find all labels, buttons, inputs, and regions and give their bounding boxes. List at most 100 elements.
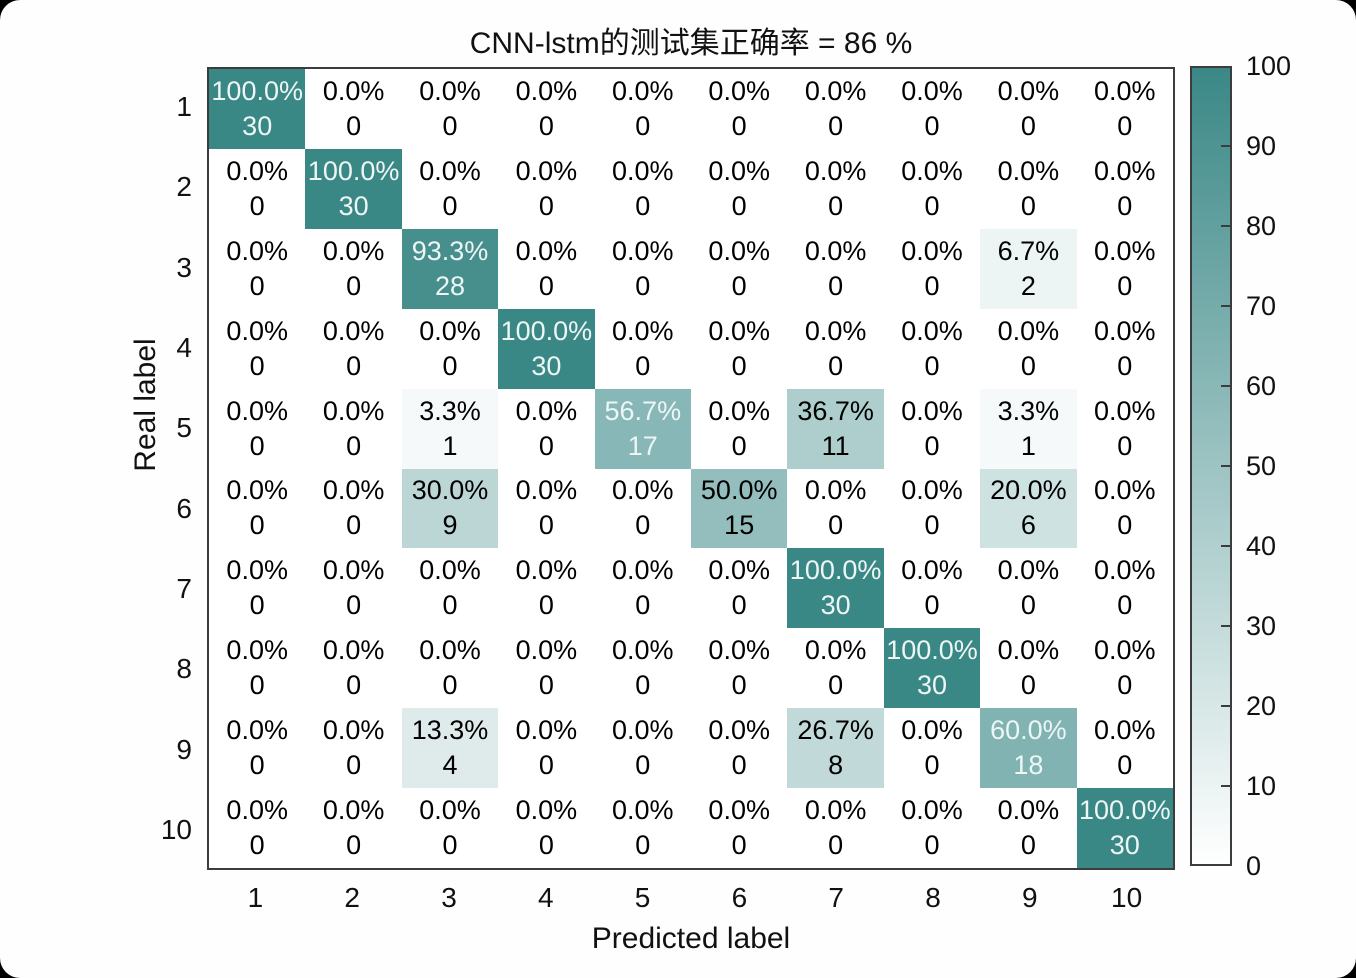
y-tick-label: 9: [176, 733, 192, 765]
matrix-cell: 0.0% 0: [787, 148, 884, 229]
cell-percent: 0.0%: [804, 155, 867, 186]
matrix-cell: 0.0% 0: [594, 308, 691, 389]
x-tick-label: 10: [1111, 882, 1143, 913]
cell-count: 0: [249, 830, 265, 861]
cell-count: 30: [820, 590, 851, 621]
cell-percent: 3.3%: [419, 395, 481, 426]
y-tick-label: 8: [176, 653, 192, 685]
cell-percent: 0.0%: [708, 235, 770, 266]
cell-percent: 0.0%: [515, 155, 578, 186]
matrix-cell: 0.0% 0: [498, 228, 595, 309]
cell-percent: 0.0%: [804, 235, 867, 266]
cell-count: 0: [828, 190, 844, 221]
matrix-cell: 0.0% 0: [1076, 388, 1173, 469]
matrix-cell: 0.0% 0: [401, 628, 499, 709]
matrix-cell: 0.0% 0: [594, 628, 691, 709]
cell-percent: 0.0%: [515, 555, 578, 586]
cell-percent: 100.0%: [500, 315, 593, 346]
matrix-cell: 0.0% 0: [883, 228, 981, 309]
matrix-cell: 0.0% 0: [401, 308, 499, 389]
matrix-cell: 0.0% 0: [1076, 308, 1173, 389]
matrix-cell: 0.0% 0: [305, 388, 402, 469]
cell-percent: 13.3%: [411, 715, 489, 746]
matrix-cell: 0.0% 0: [209, 308, 306, 389]
cell-count: 0: [442, 670, 458, 701]
cell-percent: 0.0%: [804, 75, 867, 106]
cell-count: 0: [635, 670, 651, 701]
matrix-cell: 0.0% 0: [305, 69, 402, 149]
cell-count: 0: [1020, 670, 1036, 701]
cell-count: 0: [924, 110, 940, 141]
x-tick-label: 5: [634, 882, 651, 913]
cell-count: 0: [1117, 430, 1133, 461]
cell-percent: 0.0%: [612, 235, 674, 266]
cell-count: 0: [731, 190, 747, 221]
cell-percent: 0.0%: [419, 555, 481, 586]
cell-count: 0: [249, 350, 265, 381]
confusion-matrix: 100.0% 30 0.0% 0 0.0% 0 0.0% 0 0.0% 0 0.0% 0 0.0% 0 0.…: [207, 67, 1175, 870]
cell-count: 0: [538, 110, 554, 141]
cell-percent: 0.0%: [322, 395, 385, 426]
colorbar-tick-label: 80: [1246, 211, 1277, 241]
colorbar-tick-label: 0: [1246, 851, 1262, 881]
colorbar-tick-label: 70: [1246, 291, 1277, 321]
cell-percent: 0.0%: [226, 795, 288, 826]
cell-percent: 0.0%: [226, 315, 288, 346]
cell-percent: 0.0%: [708, 635, 770, 666]
cell-count: 0: [731, 670, 747, 701]
cell-count: 0: [731, 110, 747, 141]
cell-percent: 0.0%: [901, 235, 963, 266]
cell-count: 0: [828, 830, 844, 861]
cell-percent: 20.0%: [990, 475, 1067, 506]
cell-percent: 0.0%: [226, 555, 288, 586]
matrix-cell: 0.0% 0: [594, 548, 691, 629]
matrix-cell: 0.0% 0: [980, 628, 1077, 709]
cell-percent: 0.0%: [226, 395, 288, 426]
cell-count: 0: [1117, 270, 1133, 301]
cell-percent: 0.0%: [901, 795, 963, 826]
cell-percent: 0.0%: [322, 795, 385, 826]
cell-count: 0: [249, 750, 265, 781]
colorbar-tick-mark: [1221, 305, 1231, 307]
cell-percent: 0.0%: [515, 795, 578, 826]
cell-count: 30: [1109, 830, 1140, 861]
matrix-cell: 0.0% 0: [498, 388, 595, 469]
cell-count: 0: [538, 830, 554, 861]
cell-count: 0: [1020, 110, 1036, 141]
cell-percent: 0.0%: [226, 635, 288, 666]
cell-percent: 0.0%: [997, 635, 1060, 666]
matrix-cell: 0.0% 0: [498, 548, 595, 629]
cell-count: 0: [731, 750, 747, 781]
colorbar-tick-label: 40: [1246, 531, 1277, 561]
cell-percent: 0.0%: [1094, 315, 1156, 346]
cell-count: 0: [731, 270, 747, 301]
matrix-cell: 0.0% 0: [498, 788, 595, 868]
x-tick-label: 7: [828, 882, 844, 913]
cell-count: 30: [531, 350, 562, 381]
matrix-cell: 60.0% 18: [980, 708, 1077, 789]
matrix-cell: 100.0% 30: [787, 548, 884, 629]
cell-count: 0: [538, 510, 554, 541]
x-tick-label: 8: [925, 882, 941, 913]
cell-percent: 0.0%: [1094, 635, 1156, 666]
cell-percent: 60.0%: [990, 715, 1067, 746]
cell-percent: 0.0%: [708, 715, 770, 746]
y-axis-ticks: 1 2 3 4 5 6 7 8 9 10: [120, 67, 192, 870]
cell-percent: 0.0%: [804, 475, 867, 506]
cell-percent: 0.0%: [322, 315, 385, 346]
cell-percent: 0.0%: [419, 155, 481, 186]
cell-percent: 0.0%: [997, 155, 1060, 186]
matrix-cell: 0.0% 0: [980, 69, 1077, 149]
cell-percent: 0.0%: [997, 555, 1060, 586]
colorbar-tick-mark: [1221, 385, 1231, 387]
cell-percent: 0.0%: [612, 555, 674, 586]
cell-count: 0: [346, 350, 362, 381]
matrix-cell: 0.0% 0: [980, 148, 1077, 229]
colorbar-tick-label: 90: [1246, 131, 1277, 161]
cell-percent: 0.0%: [226, 475, 288, 506]
cell-percent: 100.0%: [886, 635, 978, 666]
cell-percent: 0.0%: [708, 795, 770, 826]
matrix-cell: 20.0% 6: [980, 468, 1077, 549]
cell-percent: 0.0%: [1094, 715, 1156, 746]
cell-count: 0: [346, 590, 362, 621]
